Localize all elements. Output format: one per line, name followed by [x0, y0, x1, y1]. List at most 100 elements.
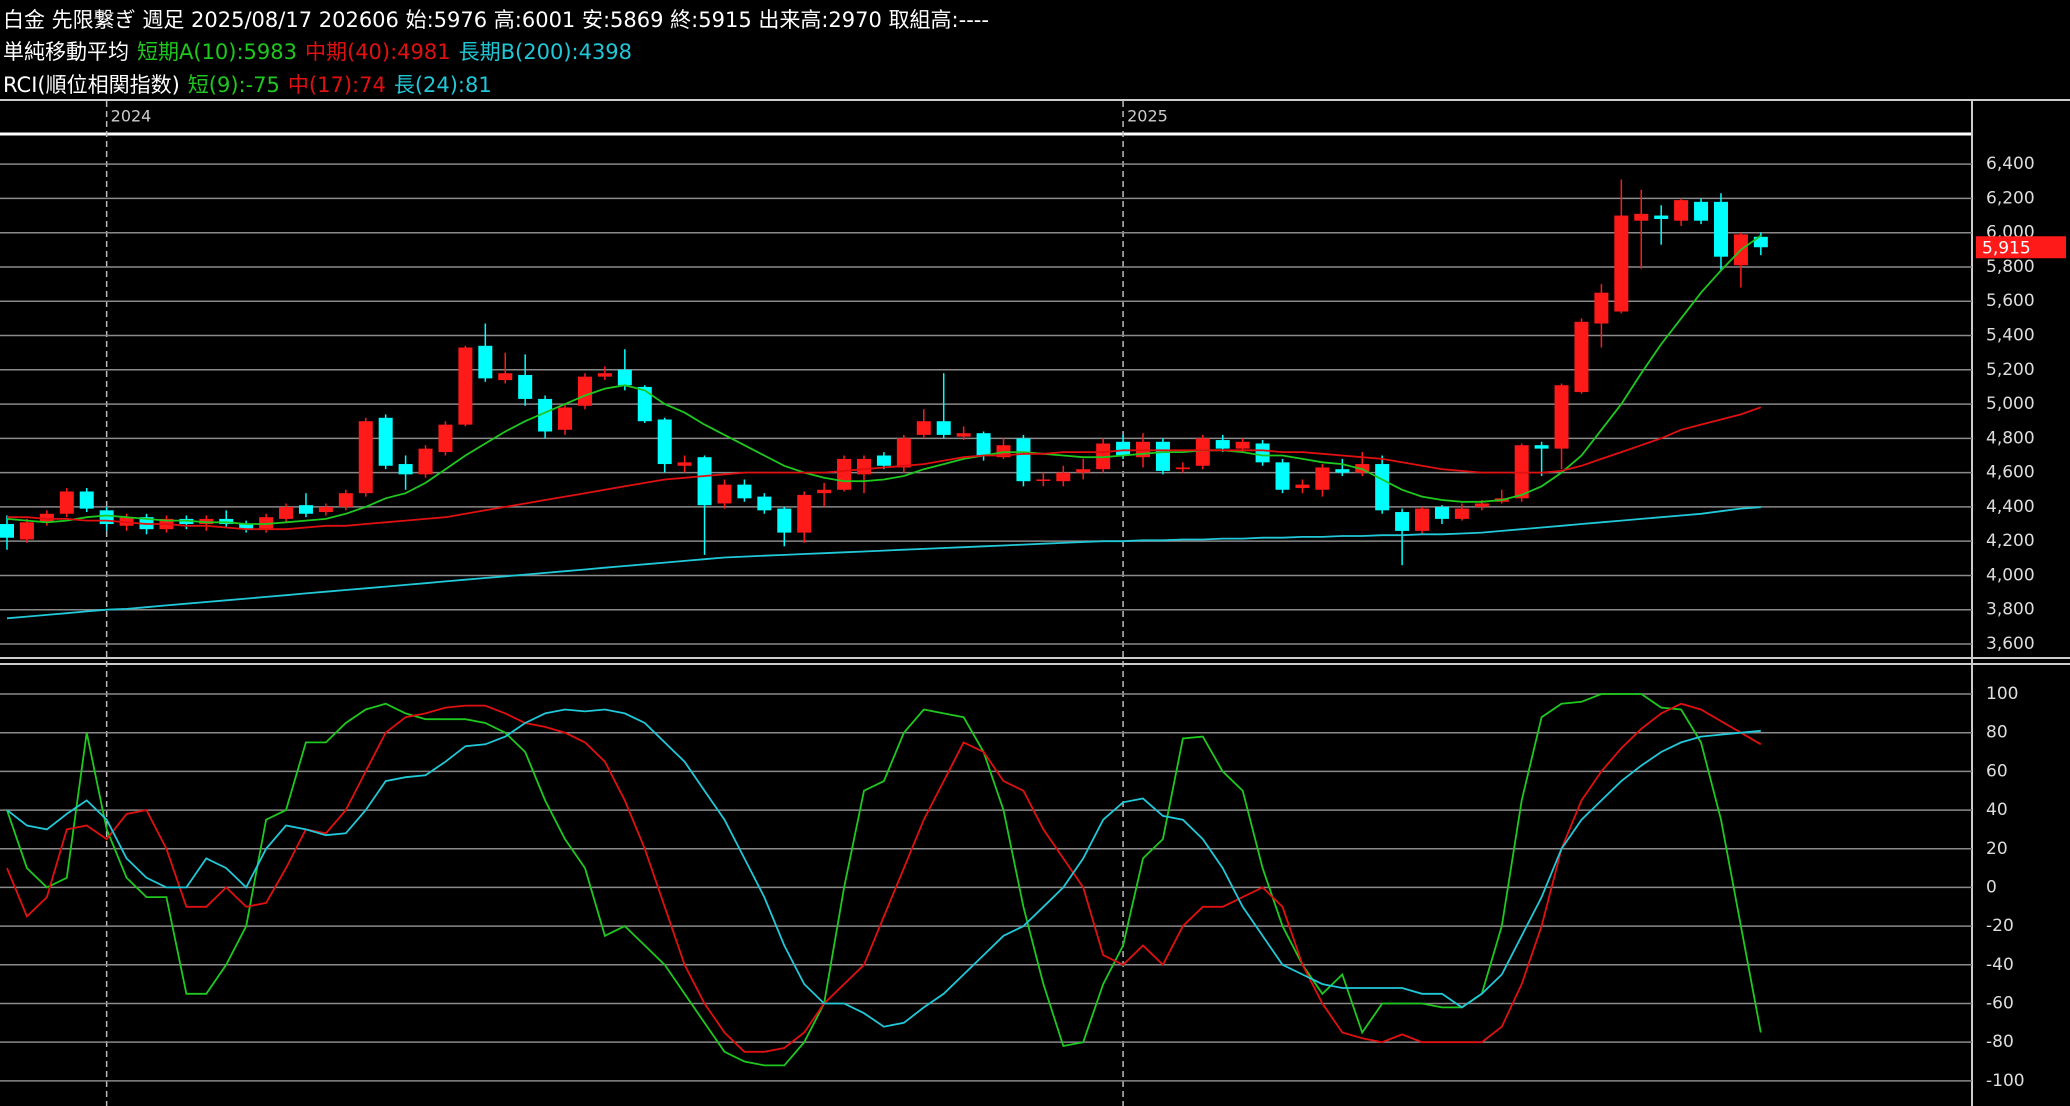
candle-body	[936, 421, 951, 435]
y-tick-label: -80	[1986, 1032, 2014, 1052]
y-tick-label: 4,600	[1986, 463, 2035, 483]
candle-body	[1753, 236, 1768, 248]
indicator-line	[7, 406, 1762, 531]
candle-body	[797, 494, 812, 533]
candle-body	[378, 417, 393, 466]
candle-body	[1195, 438, 1210, 466]
y-tick-label: 20	[1986, 839, 2008, 859]
y-tick-label: 5,600	[1986, 291, 2035, 311]
candle-body	[876, 455, 891, 466]
y-tick-label: 5,000	[1986, 394, 2035, 414]
y-tick-label: 4,200	[1986, 531, 2035, 551]
candle-body	[697, 457, 712, 506]
candle-body	[1674, 200, 1689, 221]
candle-body	[837, 458, 852, 490]
y-tick-label: 4,400	[1986, 497, 2035, 517]
candle-body	[498, 373, 513, 381]
indicator-line	[6, 708, 1761, 1028]
candle-body	[1335, 469, 1350, 473]
candle-body	[817, 489, 832, 494]
y-tick-label: -40	[1986, 955, 2014, 975]
y-tick-label: 6,200	[1986, 188, 2035, 208]
y-tick-label: -100	[1986, 1071, 2025, 1091]
candle-body	[717, 484, 732, 504]
candle-body	[896, 438, 911, 468]
candle-body	[358, 421, 373, 494]
candle-body	[558, 407, 573, 430]
candle-body	[438, 424, 453, 453]
candle-body	[1175, 467, 1190, 470]
candle-body	[1474, 503, 1489, 507]
candle-body	[99, 510, 114, 525]
y-tick-label: 0	[1986, 877, 1997, 897]
candle-body	[458, 347, 473, 425]
candle-body	[996, 445, 1011, 458]
chart-title: 白金 先限繋ぎ 週足 2025/08/17 202606 始:5976 高:60…	[3, 8, 989, 32]
candle-body	[279, 506, 294, 519]
candle-body	[1016, 438, 1031, 482]
candle-body	[398, 464, 413, 475]
candle-body	[1255, 443, 1270, 463]
candle-body	[418, 448, 433, 475]
y-tick-label: 3,800	[1986, 600, 2035, 620]
legend-title: RCI(順位相関指数)	[3, 73, 180, 97]
candle-body	[1155, 441, 1170, 471]
candle-body	[1295, 484, 1310, 489]
time-label: 2024	[111, 107, 152, 126]
candle-body	[79, 491, 94, 509]
candle-body	[577, 376, 592, 406]
y-tick-label: 5,400	[1986, 326, 2035, 346]
y-tick-label: 4,800	[1986, 428, 2035, 448]
candle-body	[19, 522, 34, 540]
candle-body	[1654, 215, 1669, 219]
candle-body	[1056, 472, 1071, 482]
legend-entry: 中(17):74	[288, 73, 386, 97]
rci-legend: RCI(順位相関指数) 短(9):-75 中(17):74 長(24):81	[3, 73, 492, 97]
candle-body	[976, 433, 991, 456]
candle-body	[538, 398, 553, 432]
candle-body	[677, 462, 692, 466]
candle-body	[777, 508, 792, 533]
ma-legend: 単純移動平均 短期A(10):5983 中期(40):4981 長期B(200):43…	[3, 40, 632, 64]
legend-entry: 長(24):81	[394, 73, 492, 97]
candle-body	[637, 386, 652, 422]
candle-body	[0, 524, 14, 538]
candle-body	[1375, 464, 1390, 511]
candle-body	[298, 505, 313, 514]
y-tick-label: 60	[1986, 761, 2008, 781]
y-tick-label: 5,200	[1986, 360, 2035, 380]
candle-body	[856, 458, 871, 475]
y-tick-label: 3,600	[1986, 634, 2035, 654]
candle-body	[1076, 469, 1091, 473]
y-tick-label: -20	[1986, 916, 2014, 936]
indicator-line	[6, 506, 1761, 620]
candle-body	[1694, 201, 1709, 221]
y-tick-label: 100	[1986, 684, 2018, 704]
candle-body	[1215, 440, 1230, 449]
candle-body	[1275, 462, 1290, 490]
candle-body	[1594, 292, 1609, 324]
candle-body	[1713, 201, 1728, 257]
candle-body	[1574, 321, 1589, 393]
legend-entry: 短(9):-75	[188, 73, 280, 97]
candle-body	[478, 345, 493, 379]
candle-body	[1235, 441, 1250, 449]
candle-body	[1614, 215, 1629, 312]
candle-body	[1315, 467, 1330, 490]
legend-entry: 短期A(10):5983	[137, 40, 297, 64]
candle-body	[239, 524, 254, 530]
legend-entry: 中期(40):4981	[305, 40, 451, 64]
legend-entry: 長期B(200):4398	[459, 40, 632, 64]
y-tick-label: 40	[1986, 800, 2008, 820]
candle-body	[338, 493, 353, 507]
candle-body	[657, 419, 672, 465]
legend-title: 単純移動平均	[3, 40, 129, 64]
time-label: 2025	[1127, 107, 1168, 126]
candle-body	[1634, 213, 1649, 221]
candle-body	[597, 373, 612, 377]
candle-body	[1116, 441, 1131, 456]
candle-body	[1454, 508, 1469, 519]
y-tick-label: 5,800	[1986, 257, 2035, 277]
candle-body	[1534, 445, 1549, 449]
